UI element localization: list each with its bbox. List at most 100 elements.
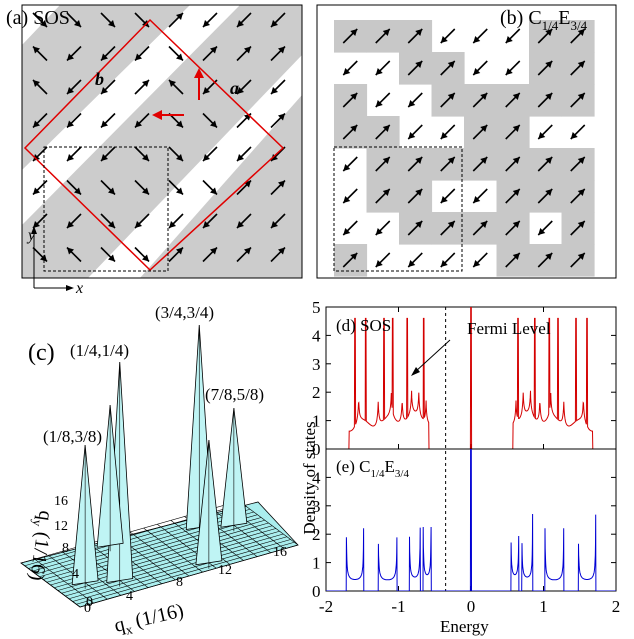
panel-e-xtick-label-2: 2 [612, 597, 621, 616]
axis-y-label: y [26, 227, 36, 244]
panel-a-arrow-r4-c6-head [237, 154, 244, 161]
panel-a-arrow-r0-c6-head [237, 20, 244, 27]
panel-b-arrow-r1-c7-head [577, 61, 585, 68]
panel-a-arrow-r5-c5 [202, 179, 218, 196]
panel-b-arrow-r0-c5 [505, 28, 521, 44]
panel-b-arrow-r0-c3-head [440, 36, 448, 43]
panel-b-arrow-r4-c2 [407, 156, 423, 172]
panel-b-arrow-r0-c4-head [473, 36, 481, 43]
panel-a-arrow-r1-c4 [168, 45, 184, 62]
panel-b-arrow-r7-c3 [440, 252, 456, 268]
panel-b-arrow-r1-c3 [440, 60, 456, 76]
panel-a-arrow-r3-c3 [134, 112, 150, 129]
panel-b-arrow-r1-c0-head [343, 68, 351, 75]
panel-a-label: (a) SOS [6, 7, 70, 29]
panel-b-arrow-r5-c4 [472, 188, 488, 204]
panel-a-arrow-r0-c4-head [176, 13, 183, 20]
panel-b-arrow-r0-c2 [407, 28, 423, 44]
panel-b-label: (b) C1/4E3/4 [500, 7, 588, 33]
panel-a-arrow-r6-c1 [66, 213, 82, 229]
panel-a-arrow-r2-c7-head [271, 87, 278, 94]
panel-b-arrow-r2-c5 [505, 92, 521, 108]
panel-b-arrow-r3-c3 [440, 124, 456, 140]
panel-b-arrow-r6-c1 [375, 220, 391, 236]
dos-axis-label: Density of states [300, 421, 319, 534]
panel-b-arrow-r4-c5 [505, 156, 521, 172]
panel-b-arrow-r2-c0-head [350, 93, 358, 100]
panel-b-arrow-r3-c2-head [408, 132, 416, 139]
panel-a-arrow-r5-c0 [32, 179, 48, 196]
panel-a-arrow-r7-c2 [100, 246, 116, 263]
panel-b-arrow-r3-c6-head [538, 132, 546, 139]
panel-a-arrow-r7-c6 [236, 246, 252, 263]
panel-b-arrow-r7-c3-head [440, 260, 448, 267]
panel-b-arrow-r3-c1 [375, 124, 391, 140]
panel-a-frame [21, 4, 303, 279]
panel-d: 0 1 2 3 4 5 Fermi Level (d) SOS [312, 298, 617, 591]
panel-b-arrow-r0-c4 [472, 28, 488, 44]
panel-b-arrow-r7-c7-head [577, 253, 585, 260]
panel-b-arrow-r2-c6 [537, 92, 553, 108]
panel-a-arrow-r5-c4-head [176, 187, 183, 195]
panel-b-arrow-r1-c5-head [505, 68, 513, 75]
panel-a-arrow-r6-c2 [100, 213, 116, 229]
panel-b-arrow-r4-c0 [342, 156, 358, 172]
panel-a-arrow-r2-c2-head [101, 87, 108, 94]
vector-a-label: a [230, 78, 239, 98]
panel-b-arrow-r4-c1-head [382, 157, 390, 164]
panel-b-arrow-r3-c0-head [350, 125, 358, 132]
panel-a-arrow-r1-c2-head [101, 53, 108, 61]
panel-b-arrow-r1-c3-head [447, 61, 455, 68]
vector-b-arrowhead [152, 110, 162, 120]
panel-b-arrow-r6-c1-head [375, 228, 383, 235]
panel-b-arrow-r3-c2 [407, 124, 423, 140]
qy-tick-0: 0 [86, 595, 93, 610]
panel-b-arrow-r6-c0 [342, 220, 358, 236]
panel-b-arrow-r5-c7 [570, 188, 586, 204]
peak-label-1-8-3-8: (1/8,3/8) [43, 427, 102, 446]
panel-a-arrow-r5-c7-head [278, 180, 285, 188]
panel-b-arrow-r2-c7-head [577, 93, 585, 100]
panel-a-arrow-r5-c7 [270, 179, 286, 196]
panel-b-arrow-r6-c6 [537, 220, 553, 236]
qy-tick-16: 16 [54, 494, 68, 509]
panel-a-arrow-r5-c1-head [74, 187, 81, 195]
panel-b-arrow-r4-c5-head [512, 157, 520, 164]
panel-a-arrow-r5-c2-head [108, 187, 115, 195]
panel-a-arrow-r5-c4 [168, 179, 184, 196]
panel-a-arrow-r0-c6 [236, 12, 252, 28]
panel-b-arrow-r7-c5 [505, 252, 521, 268]
panel-a-arrow-r5-c0-head [33, 187, 40, 195]
panel-e-ticks: 0 1 2 3 4 -2 -1 0 1 2 [312, 468, 620, 616]
panel-b-arrow-r6-c4-head [480, 221, 488, 228]
panel-a-arrow-r4-c1-head [67, 154, 74, 161]
panel-a-arrow-r1-c3-head [135, 53, 142, 61]
panel-e-xtick-label--2: -2 [319, 597, 333, 616]
panel-a-arrow-r2-c6 [236, 79, 252, 95]
panel-b-arrow-r1-c0 [342, 60, 358, 76]
panel-a-arrow-r6-c3-head [135, 221, 142, 228]
peak-label-3-4-3-4: (3/4,3/4) [155, 303, 214, 322]
panel-a-arrow-r1-c5-head [210, 46, 217, 54]
panel-a-arrow-r6-c0 [32, 213, 48, 229]
panel-a-unit-cell [23, 18, 285, 272]
panel-a-arrows [32, 12, 286, 263]
panel-b-arrow-r3-c7-head [570, 132, 578, 139]
panel-b-arrow-r4-c2-head [415, 157, 423, 164]
panel-a-arrow-r0-c7-head [271, 20, 278, 27]
panel-b-arrow-r7-c0-head [350, 253, 358, 260]
panel-a-arrow-r2-c7 [270, 79, 286, 95]
panel-b-arrow-r4-c1 [375, 156, 391, 172]
panel-a-arrow-r6-c1-head [67, 221, 74, 228]
panel-d-dos-curve [326, 307, 616, 449]
panel-b-arrow-r5-c3-head [440, 196, 448, 203]
panel-a-arrow-r3-c7 [270, 112, 286, 129]
panel-a-arrow-r4-c4 [168, 146, 184, 162]
axis-x-arrowhead [66, 285, 74, 291]
panel-a-arrow-r5-c3 [134, 179, 150, 196]
panel-d-ytick-label-3: 3 [312, 355, 321, 374]
panel-b-arrow-r1-c4 [472, 60, 488, 76]
panel-a-arrow-r1-c1-head [67, 53, 74, 61]
panel-a-arrow-r0-c5-head [203, 20, 210, 27]
grid-qx-16 [238, 500, 299, 546]
